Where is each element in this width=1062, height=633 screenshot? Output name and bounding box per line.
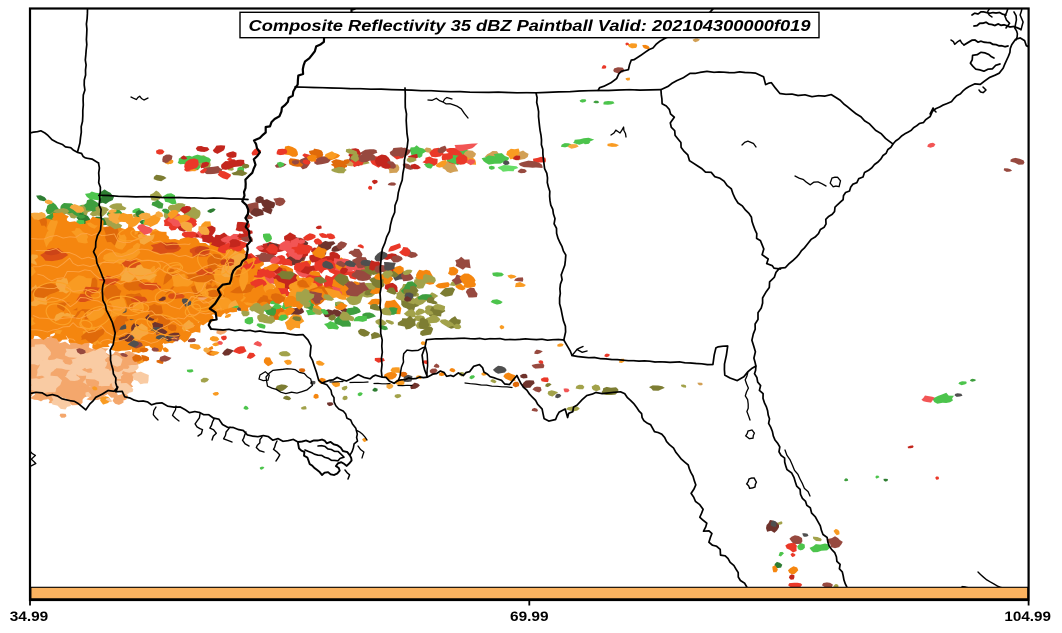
- svg-text:69.99: 69.99: [510, 609, 549, 624]
- svg-text:Composite Reflectivity 35 dBZ: Composite Reflectivity 35 dBZ Paintball …: [249, 18, 811, 35]
- svg-text:104.99: 104.99: [1004, 609, 1051, 624]
- svg-text:34.99: 34.99: [10, 609, 49, 624]
